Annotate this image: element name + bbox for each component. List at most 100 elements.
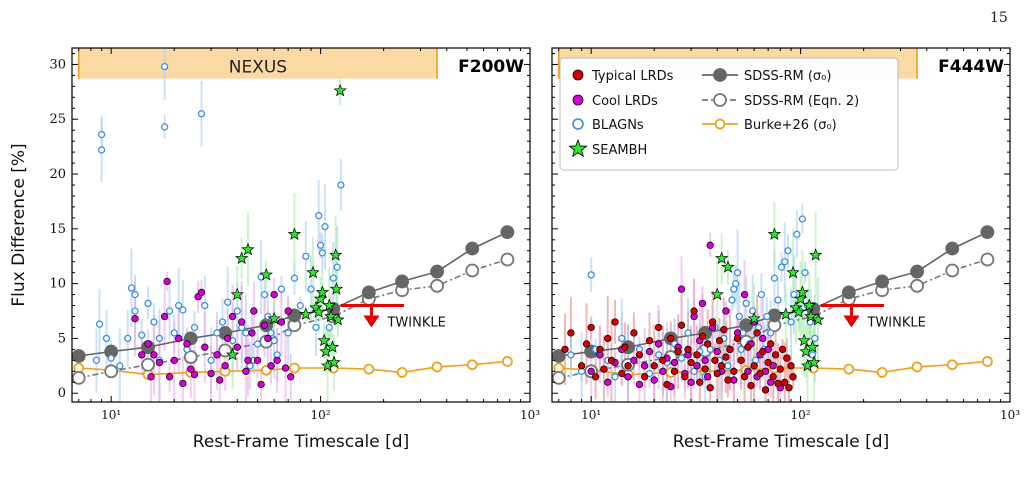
cool-lrd-point xyxy=(233,343,241,351)
sdss-rm-sigma0-point xyxy=(875,274,889,289)
y-tick-label: 5 xyxy=(58,331,66,346)
blagn-point xyxy=(757,290,766,299)
typical-lrd-point xyxy=(655,323,663,332)
x-tick-label: 10² xyxy=(791,408,811,422)
cool-lrd-point xyxy=(630,356,638,365)
typical-lrd-point xyxy=(693,351,701,359)
sdss-rm-eqn2-point xyxy=(552,370,566,385)
blagn-point xyxy=(798,215,807,223)
legend-box xyxy=(559,57,899,171)
typical-lrd-point xyxy=(561,345,569,354)
blagn-point xyxy=(201,301,209,310)
typical-lrd-point xyxy=(687,358,695,367)
blagn-point xyxy=(677,354,686,362)
cool-lrd-point xyxy=(281,364,290,372)
typical-lrd-point xyxy=(604,334,612,343)
blagn-point xyxy=(290,274,299,282)
blagn-point xyxy=(312,323,320,332)
blagn-point xyxy=(150,318,158,326)
typical-lrd-point xyxy=(690,307,698,315)
cool-lrd-point xyxy=(640,362,649,370)
cool-lrd-point xyxy=(183,340,191,348)
blagn-point xyxy=(218,318,227,326)
blagn-point xyxy=(724,362,732,370)
seambh-point xyxy=(795,285,810,299)
cool-lrd-point xyxy=(650,376,658,384)
sdss-rm-sigma0-point xyxy=(552,349,566,363)
seambh-point xyxy=(786,265,800,279)
cool-lrd-point xyxy=(238,318,246,326)
sdss-rm-sigma0-point xyxy=(841,285,856,300)
typical-lrd-point xyxy=(681,373,689,381)
typical-lrd-point xyxy=(761,386,770,394)
typical-lrd-point xyxy=(704,340,712,348)
cool-lrd-point xyxy=(138,351,146,359)
burke26-point xyxy=(466,359,478,371)
blagn-point xyxy=(611,373,619,381)
typical-lrd-point xyxy=(774,379,782,388)
cool-lrd-point xyxy=(267,362,275,370)
blagn-point xyxy=(587,271,595,279)
cool-lrd-point xyxy=(147,373,155,381)
blagn-point xyxy=(116,362,124,370)
blagn-point xyxy=(793,230,801,238)
y-tick-label: 10 xyxy=(49,277,66,292)
typical-lrd-point xyxy=(663,380,671,389)
seambh-point xyxy=(241,242,255,256)
sdss-rm-eqn2-point xyxy=(141,357,155,372)
sdss-rm-eqn2-point xyxy=(183,350,198,364)
typical-lrd-point xyxy=(706,384,714,392)
cool-lrd-point xyxy=(287,373,295,381)
cool-lrd-point xyxy=(655,340,663,348)
typical-lrd-point xyxy=(753,329,761,337)
typical-lrd-point xyxy=(596,345,604,354)
cool-lrd-point xyxy=(187,365,195,373)
typical-lrd-point xyxy=(696,378,704,386)
seambh-point xyxy=(299,307,313,320)
seambh-point xyxy=(793,291,808,305)
blagn-point xyxy=(733,269,742,277)
typical-lrd-point xyxy=(781,378,789,386)
x-tick-label: 10¹ xyxy=(581,408,601,422)
blagn-point xyxy=(302,252,310,260)
cool-lrd-point xyxy=(179,379,187,388)
blagn-point xyxy=(160,62,169,71)
x-axis-label: Rest-Frame Timescale [d] xyxy=(193,432,409,452)
blagn-point xyxy=(735,312,744,321)
cool-lrd-point xyxy=(264,334,272,343)
blagn-point xyxy=(318,249,327,257)
typical-lrd-point xyxy=(677,321,686,329)
cool-lrd-point xyxy=(604,378,612,386)
blagn-point xyxy=(175,301,183,310)
typical-lrd-point xyxy=(778,345,787,354)
blagn-point xyxy=(763,312,771,321)
x-tick-label: 10² xyxy=(311,408,331,422)
blagn-point xyxy=(325,323,333,332)
cool-lrd-point xyxy=(197,288,206,297)
cool-lrd-point xyxy=(624,373,632,381)
legend-label: Cool LRDs xyxy=(592,94,658,109)
blagn-point xyxy=(777,263,786,271)
seambh-point xyxy=(315,285,330,299)
blagn-point xyxy=(102,334,111,343)
sdss-rm-sigma0-point xyxy=(72,349,86,363)
blagn-point xyxy=(165,307,174,315)
typical-lrd-point xyxy=(747,381,755,390)
seambh-point xyxy=(329,282,344,295)
cool-lrd-point xyxy=(277,318,286,326)
blagn-point xyxy=(728,296,736,304)
burke26-point xyxy=(946,359,958,371)
legend-cool-lrd-marker xyxy=(572,94,584,106)
sdss-rm-sigma0-point xyxy=(430,264,444,279)
cool-lrd-point xyxy=(175,334,183,343)
cool-lrd-point xyxy=(740,290,749,299)
burke26-point xyxy=(431,361,443,373)
cool-lrd-point xyxy=(155,358,164,367)
cool-lrd-point xyxy=(190,370,199,379)
seambh-point xyxy=(225,347,240,361)
cool-lrd-point xyxy=(248,329,256,337)
cool-lrd-point xyxy=(645,347,654,356)
burke26-point xyxy=(911,361,923,373)
x-axis-label: Rest-Frame Timescale [d] xyxy=(673,432,889,452)
blagn-point xyxy=(197,110,206,118)
